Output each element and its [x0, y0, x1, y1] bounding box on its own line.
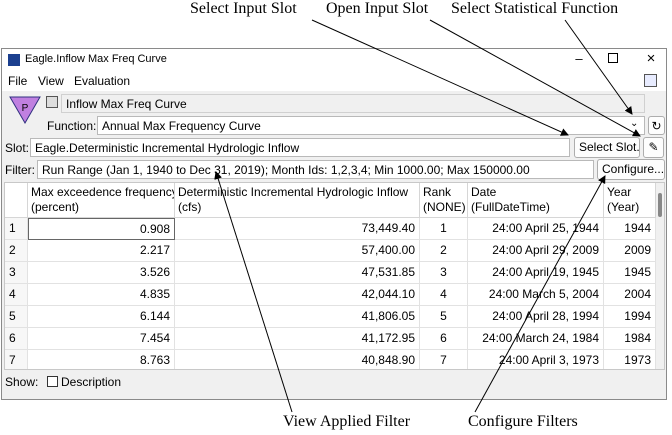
cell: 0.908: [28, 218, 175, 240]
row-number: 1: [5, 218, 28, 240]
header-text: (cfs): [178, 200, 202, 214]
cell: 1994: [604, 306, 656, 328]
maximize[interactable]: [608, 53, 618, 63]
annotation: Select Statistical Function: [451, 0, 619, 17]
cell: 73,449.40: [175, 218, 420, 240]
cell: 42,044.10: [175, 284, 420, 306]
cell: 7: [420, 350, 468, 369]
row-number: 6: [5, 328, 28, 350]
row-number: 5: [5, 306, 28, 328]
header-cell: [5, 183, 28, 218]
menu-item[interactable]: View: [38, 74, 64, 88]
cell: 1: [420, 218, 468, 240]
cell: 7.454: [28, 328, 175, 350]
cell: 5: [420, 306, 468, 328]
cell: 1945: [604, 262, 656, 284]
scroll-thumb[interactable]: [658, 193, 662, 217]
checkbox-label: Description: [61, 375, 122, 389]
function-dropdown[interactable]: Annual Max Frequency Curve: [97, 116, 645, 135]
header-text: (Year): [607, 200, 640, 214]
header-text: Max exceedence frequency: [31, 185, 175, 199]
header-text: Deterministic Incremental Hydrologic Inf…: [178, 185, 409, 199]
menu-item[interactable]: Evaluation: [74, 74, 131, 88]
row-number: 7: [5, 350, 28, 369]
annotation: Select Input Slot: [190, 0, 297, 17]
checkbox[interactable]: [47, 376, 58, 387]
refresh-button[interactable]: ↻: [648, 116, 665, 135]
cell: 40,848.90: [175, 350, 420, 369]
cell: 2.217: [28, 240, 175, 262]
filter-field: Run Range (Jan 1, 1940 to Dec 31, 2019);…: [37, 160, 594, 179]
show-label: Show:: [5, 375, 39, 389]
menu-bar: File View Evaluation: [2, 71, 666, 91]
header-text: (percent): [31, 200, 80, 214]
slot-label: Slot:: [5, 141, 30, 155]
object-icon: P: [9, 96, 41, 125]
annotation: View Applied Filter: [283, 413, 411, 430]
annotation: Configure Filters: [468, 413, 578, 430]
cell: 2004: [604, 284, 656, 306]
minimize[interactable]: –: [575, 51, 583, 66]
row-number: 2: [5, 240, 28, 262]
table-icon: [46, 96, 58, 108]
header-text: (NONE): [423, 200, 466, 214]
cell: 8.763: [28, 350, 175, 369]
close[interactable]: ×: [646, 50, 656, 67]
header-text: Date: [471, 185, 497, 199]
header-cell: Max exceedence frequency (percent): [28, 183, 175, 218]
configure-button[interactable]: Configure...: [597, 159, 665, 180]
dropdown-arrow[interactable]: ⌄: [630, 118, 639, 129]
annotation: Open Input Slot: [326, 0, 429, 17]
header-text: Rank: [423, 185, 452, 199]
cell: 6: [420, 328, 468, 350]
cell: 57,400.00: [175, 240, 420, 262]
cell: 47,531.85: [175, 262, 420, 284]
cell: 24:00 April 25, 1944: [468, 218, 604, 240]
title-bar: Eagle.Inflow Max Freq Curve – ×: [2, 49, 666, 71]
cell: 24:00 April 19, 1945: [468, 262, 604, 284]
window: Eagle.Inflow Max Freq Curve – × File Vie…: [1, 48, 667, 400]
row-number: 3: [5, 262, 28, 284]
slot-field: Eagle.Deterministic Incremental Hydrolog…: [30, 138, 570, 157]
cell: 1944: [604, 218, 656, 240]
cell: 1984: [604, 328, 656, 350]
header-cell: Year (Year): [604, 183, 656, 218]
scrollbar: [656, 183, 664, 369]
help-icon[interactable]: [644, 74, 657, 87]
svg-text:P: P: [22, 103, 29, 114]
cell: 3: [420, 262, 468, 284]
open-slot-button[interactable]: ✎: [643, 137, 664, 158]
name-field: Inflow Max Freq Curve: [61, 94, 645, 113]
cell: 24:00 March 24, 1984: [468, 328, 604, 350]
table: Max exceedence frequency (percent) Determi…: [4, 182, 665, 370]
cell: 6.144: [28, 306, 175, 328]
window-title: Eagle.Inflow Max Freq Curve: [25, 53, 167, 65]
header-text: Year: [607, 185, 632, 199]
header-cell: Date (FullDateTime): [468, 183, 604, 218]
cell: 1973: [604, 350, 656, 369]
row-number: 4: [5, 284, 28, 306]
cell: 4.835: [28, 284, 175, 306]
function-label: Function:: [47, 119, 97, 133]
app-icon: [8, 54, 20, 66]
menu-item[interactable]: File: [8, 74, 28, 88]
cell: 24:00 April 28, 1994: [468, 306, 604, 328]
cell: 24:00 April 3, 1973: [468, 350, 604, 369]
header-cell: Deterministic Incremental Hydrologic Inf…: [175, 183, 420, 218]
filter-label: Filter:: [5, 163, 35, 177]
cell: 3.526: [28, 262, 175, 284]
cell: 2: [420, 240, 468, 262]
cell: 24:00 April 29, 2009: [468, 240, 604, 262]
cell: 2009: [604, 240, 656, 262]
cell: 24:00 March 5, 2004: [468, 284, 604, 306]
header-text: (FullDateTime): [471, 200, 550, 214]
cell: 4: [420, 284, 468, 306]
cell: 41,806.05: [175, 306, 420, 328]
header-cell: Rank (NONE): [420, 183, 468, 218]
select-slot-button[interactable]: Select Slot...: [574, 137, 640, 158]
cell: 41,172.95: [175, 328, 420, 350]
